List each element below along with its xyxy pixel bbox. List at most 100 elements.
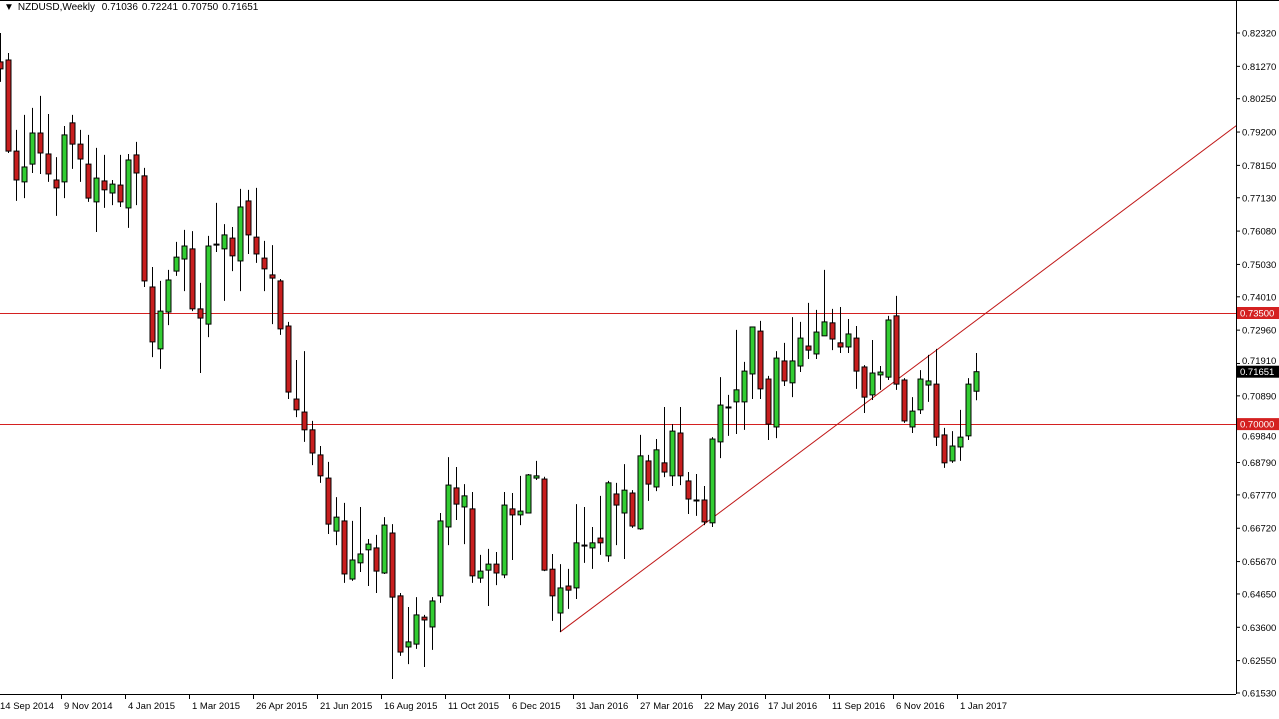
bullish-candle (733, 389, 740, 403)
bearish-candle (245, 200, 252, 236)
bearish-candle (781, 360, 788, 382)
dropdown-triangle-icon[interactable]: ▼ (4, 2, 14, 13)
bearish-candle (301, 411, 308, 431)
bullish-candle (813, 331, 820, 355)
bullish-candle (917, 378, 924, 411)
bearish-candle (565, 585, 572, 591)
bullish-candle (365, 543, 372, 551)
bearish-candle (309, 429, 316, 454)
x-tick-label: 26 Apr 2015 (256, 701, 307, 712)
bullish-candle (333, 516, 340, 532)
x-tick-label: 6 Dec 2015 (512, 701, 561, 712)
bearish-candle (197, 308, 204, 319)
bullish-candle (581, 544, 588, 547)
bearish-candle (901, 379, 908, 422)
ohlc-high: 0.72241 (141, 2, 179, 13)
bearish-candle (677, 432, 684, 477)
bearish-candle (837, 342, 844, 348)
bullish-candle (381, 524, 388, 574)
bullish-candle (797, 337, 804, 367)
x-tick-label: 1 Mar 2015 (192, 701, 240, 712)
current-price-label: 0.71651 (1240, 367, 1274, 378)
bearish-candle (269, 274, 276, 279)
bullish-candle (413, 614, 420, 645)
bearish-candle (629, 492, 636, 527)
level-price-label-bg (1237, 418, 1279, 431)
bearish-candle (101, 180, 108, 191)
y-tick-label: 0.69840 (1242, 432, 1276, 443)
bullish-candle (125, 159, 132, 209)
bearish-candle (341, 520, 348, 575)
bullish-candle (501, 504, 508, 576)
bearish-candle (805, 345, 812, 351)
y-tick-label: 0.82320 (1242, 29, 1276, 40)
bullish-candle (517, 510, 524, 516)
bearish-candle (85, 163, 92, 199)
bullish-candle (653, 449, 660, 488)
bullish-candle (573, 542, 580, 589)
x-tick-label: 9 Nov 2014 (64, 701, 113, 712)
bullish-candle (925, 380, 932, 386)
bearish-candle (293, 398, 300, 411)
bullish-candle (165, 279, 172, 313)
bearish-candle (397, 595, 404, 653)
bullish-candle (437, 520, 444, 597)
bullish-candle (533, 475, 540, 479)
bearish-candle (45, 153, 52, 175)
bearish-candle (509, 508, 516, 516)
x-tick-label: 1 Jan 2017 (960, 701, 1007, 712)
bearish-candle (893, 315, 900, 385)
bullish-candle (525, 474, 532, 514)
bearish-candle (941, 434, 948, 464)
x-tick-label: 17 Jul 2016 (768, 701, 817, 712)
y-tick-label: 0.80250 (1242, 94, 1276, 105)
bullish-candle (557, 587, 564, 614)
bearish-candle (421, 616, 428, 621)
bullish-candle (821, 321, 828, 337)
level-price-label-bg (1237, 307, 1279, 319)
bearish-candle (685, 480, 692, 500)
bearish-candle (5, 59, 12, 152)
bearish-candle (453, 487, 460, 505)
x-tick-label: 14 Sep 2014 (0, 701, 54, 712)
current-price-label-bg (1237, 365, 1279, 378)
bullish-candle (445, 484, 452, 528)
bearish-candle (325, 477, 332, 525)
y-tick-label: 0.72960 (1242, 326, 1276, 337)
y-tick-label: 0.66720 (1242, 524, 1276, 535)
bearish-candle (701, 499, 708, 523)
bullish-candle (741, 370, 748, 403)
bullish-candle (461, 495, 468, 508)
x-tick-label: 27 Mar 2016 (640, 701, 693, 712)
x-tick-label: 11 Oct 2015 (448, 701, 499, 712)
bullish-candle (869, 372, 876, 396)
bullish-candle (949, 445, 956, 462)
bullish-candle (405, 641, 412, 648)
bearish-candle (77, 143, 84, 160)
bearish-candle (853, 337, 860, 372)
bullish-candle (845, 333, 852, 348)
symbol-timeframe: NZDUSD,Weekly (17, 2, 95, 13)
bullish-candle (693, 499, 700, 502)
bullish-candle (773, 357, 780, 428)
y-tick-label: 0.64650 (1242, 589, 1276, 600)
bullish-candle (349, 559, 356, 580)
x-tick-label: 31 Jan 2016 (576, 701, 628, 712)
y-tick-label: 0.79200 (1242, 128, 1276, 139)
x-tick-label: 21 Jun 2015 (320, 701, 372, 712)
bearish-candle (549, 568, 556, 597)
bearish-candle (493, 563, 500, 574)
bullish-candle (237, 206, 244, 262)
y-tick-label: 0.71910 (1242, 356, 1276, 367)
ohlc-low: 0.70750 (182, 2, 219, 13)
bearish-candle (0, 61, 4, 70)
y-tick-label: 0.81270 (1242, 62, 1276, 73)
bearish-candle (149, 286, 156, 343)
bullish-candle (589, 542, 596, 549)
bullish-candle (605, 482, 612, 557)
bullish-candle (181, 245, 188, 260)
bearish-candle (317, 454, 324, 477)
bullish-candle (669, 430, 676, 477)
bearish-candle (69, 122, 76, 145)
